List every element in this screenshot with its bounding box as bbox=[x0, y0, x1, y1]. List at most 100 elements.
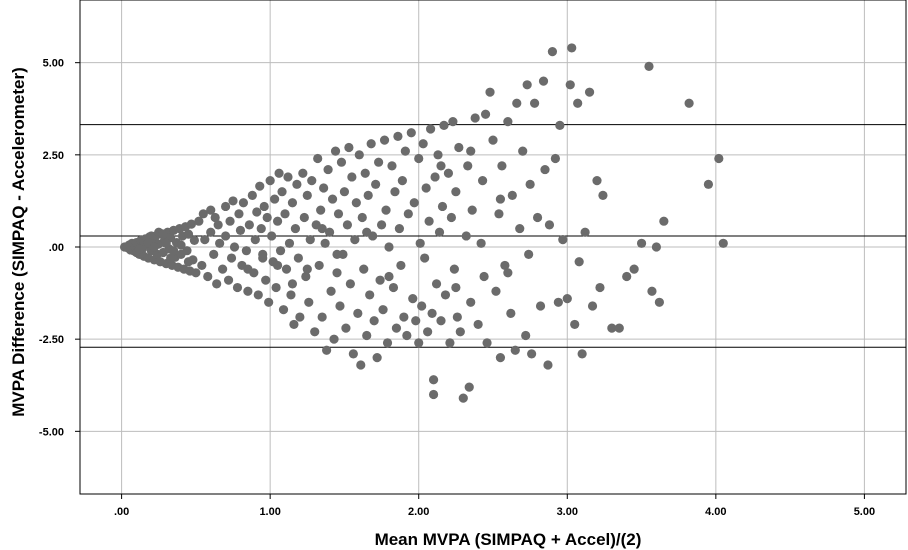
y-axis-title: MVPA Difference (SIMPAQ - Accelerometer) bbox=[9, 67, 28, 417]
data-point bbox=[443, 168, 454, 178]
data-point bbox=[584, 87, 595, 97]
data-point bbox=[495, 194, 506, 204]
data-point bbox=[491, 286, 501, 296]
data-point bbox=[494, 209, 504, 219]
data-point bbox=[280, 209, 290, 219]
data-point bbox=[365, 290, 375, 300]
x-axis-title: Mean MVPA (SIMPAQ + Accel)/(2) bbox=[375, 530, 642, 549]
data-point bbox=[366, 139, 376, 149]
data-point bbox=[287, 198, 298, 208]
data-point bbox=[252, 207, 262, 217]
data-point bbox=[587, 301, 598, 311]
data-point bbox=[651, 242, 662, 252]
data-point bbox=[351, 198, 361, 208]
data-point bbox=[283, 172, 293, 182]
data-point bbox=[342, 220, 353, 230]
data-point bbox=[424, 216, 434, 226]
data-point bbox=[341, 323, 351, 333]
data-point bbox=[644, 61, 654, 71]
data-point bbox=[247, 190, 257, 200]
data-point bbox=[466, 146, 476, 156]
data-point bbox=[295, 312, 305, 322]
data-point bbox=[372, 352, 382, 363]
data-point bbox=[200, 235, 210, 245]
data-point bbox=[577, 349, 587, 359]
data-point bbox=[518, 146, 528, 156]
data-point bbox=[275, 246, 286, 256]
data-point bbox=[495, 352, 506, 363]
data-point bbox=[360, 168, 370, 178]
data-point bbox=[243, 264, 253, 274]
data-point bbox=[454, 142, 464, 153]
data-point bbox=[636, 238, 647, 248]
data-point bbox=[550, 153, 560, 164]
data-point bbox=[379, 135, 390, 145]
data-point bbox=[359, 264, 369, 274]
data-point bbox=[478, 176, 488, 186]
data-point bbox=[206, 227, 216, 237]
data-point bbox=[371, 179, 381, 189]
data-point bbox=[326, 286, 336, 296]
data-point bbox=[206, 205, 216, 215]
data-point bbox=[238, 198, 249, 208]
data-point bbox=[264, 297, 274, 307]
data-point bbox=[134, 244, 145, 254]
data-point bbox=[382, 338, 393, 348]
data-point bbox=[440, 290, 451, 300]
data-point bbox=[414, 338, 424, 348]
data-point bbox=[271, 282, 281, 293]
data-point bbox=[350, 235, 360, 245]
data-point bbox=[421, 183, 431, 193]
data-point bbox=[714, 153, 724, 164]
data-point bbox=[267, 231, 277, 241]
data-point bbox=[428, 375, 439, 385]
x-tick-label: 1.00 bbox=[259, 506, 280, 518]
data-point bbox=[235, 225, 246, 236]
data-point bbox=[327, 194, 338, 204]
data-point bbox=[488, 135, 498, 145]
data-point bbox=[258, 253, 268, 263]
data-point bbox=[423, 327, 433, 337]
data-point bbox=[289, 319, 299, 330]
data-point bbox=[463, 161, 473, 171]
data-point bbox=[497, 161, 507, 171]
data-point bbox=[225, 216, 235, 226]
data-point bbox=[527, 349, 537, 359]
data-point bbox=[375, 275, 385, 285]
data-point bbox=[417, 301, 427, 311]
data-point bbox=[654, 297, 664, 307]
data-point bbox=[397, 176, 407, 186]
y-tick-label: .00 bbox=[49, 242, 64, 254]
data-point bbox=[428, 389, 439, 400]
data-point bbox=[265, 176, 275, 186]
data-point bbox=[431, 279, 442, 289]
data-point bbox=[555, 120, 565, 130]
data-point bbox=[436, 316, 446, 326]
data-point bbox=[168, 246, 179, 256]
data-point bbox=[290, 223, 301, 234]
data-point bbox=[186, 219, 197, 229]
data-point bbox=[515, 223, 525, 234]
data-point bbox=[503, 117, 513, 127]
data-point bbox=[287, 279, 298, 289]
data-point bbox=[329, 334, 339, 344]
data-point bbox=[319, 183, 329, 193]
data-point bbox=[580, 227, 590, 237]
data-point bbox=[301, 271, 311, 282]
data-point bbox=[278, 305, 289, 315]
data-point bbox=[391, 323, 402, 333]
data-point bbox=[449, 264, 459, 274]
data-point bbox=[256, 223, 266, 234]
y-tick-label: 5.00 bbox=[43, 58, 64, 70]
data-point bbox=[500, 260, 510, 271]
data-point bbox=[464, 382, 474, 392]
data-point bbox=[166, 253, 176, 263]
y-tick-label: -5.00 bbox=[39, 426, 64, 438]
data-point bbox=[415, 238, 425, 248]
data-point bbox=[458, 393, 468, 403]
data-point bbox=[403, 209, 413, 219]
data-point bbox=[223, 275, 234, 285]
data-point bbox=[451, 187, 461, 197]
data-point bbox=[286, 290, 296, 300]
